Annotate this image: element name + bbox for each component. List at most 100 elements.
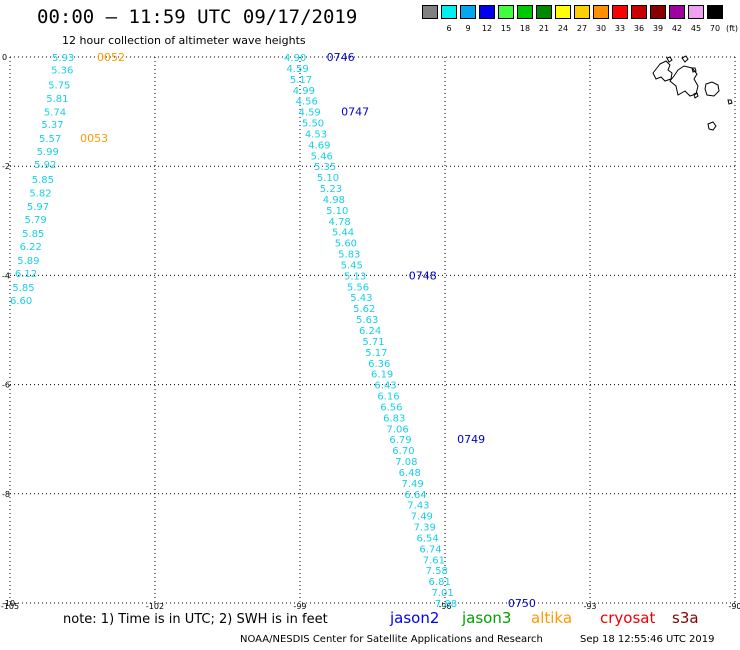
axis-ticks: 0 -2 -4 -6 -8 -10-105 -102 -99 -96 -93 -90 (1, 53, 740, 610)
galapagos-islands (652, 55, 733, 131)
swh-value: 5.17 (365, 348, 387, 359)
legend-label: 36 (633, 24, 645, 33)
lon-tick-label: -93 (583, 602, 596, 610)
island-outline (691, 67, 697, 73)
legend-swatch (669, 5, 685, 19)
legend-swatch (707, 5, 723, 19)
track-altika: 5.93 5.36 5.75 5.81 5.745.37 5.57 5.99 5.92 5.85… (10, 51, 125, 307)
legend-swatch (631, 5, 647, 19)
swh-value: 4.59 (286, 64, 308, 75)
swh-value: 6.70 (392, 446, 414, 457)
legend-swatch (593, 5, 609, 19)
island-outline (704, 81, 720, 97)
legend-swatch (498, 5, 514, 19)
legend-label: 21 (538, 24, 550, 33)
legend-swatch (422, 5, 438, 19)
swh-value: 7.01 (431, 588, 453, 599)
lat-tick-label: 0 (2, 53, 7, 62)
swh-value: 7.58 (426, 566, 448, 577)
swh-value: 6.48 (399, 468, 421, 479)
pass-time-label: 0748 (409, 269, 437, 282)
island-outline (666, 56, 673, 63)
legend-swatch (460, 5, 476, 19)
swh-value: 5.23 (320, 184, 342, 195)
swh-value: 6.74 (419, 544, 441, 555)
legend-swatch (650, 5, 666, 19)
swh-value: 5.85 (32, 175, 54, 186)
satellite-name-s3a: s3a (672, 609, 699, 627)
legend-label: 39 (652, 24, 664, 33)
altimeter-tracks: 5.93 5.36 5.75 5.81 5.745.37 5.57 5.99 5.92 5.85… (10, 51, 536, 610)
legend-label: 30 (595, 24, 607, 33)
lat-lon-grid (9, 56, 736, 604)
lat-tick-label: -4 (2, 271, 10, 280)
swh-value: 5.97 (27, 202, 49, 213)
swh-value: 5.50 (302, 119, 324, 130)
swh-value: 7.43 (407, 501, 429, 512)
legend-label: 12 (481, 24, 493, 33)
swh-value: 4.56 (296, 97, 318, 108)
footer-note: note: 1) Time is in UTC; 2) SWH is in fe… (63, 612, 328, 627)
legend-unit: (ft) (725, 24, 739, 33)
generated-timestamp: Sep 18 12:55:46 UTC 2019 (580, 634, 715, 645)
legend-swatch (441, 5, 457, 19)
lon-tick-label: -96 (438, 602, 451, 610)
swh-value: 5.79 (24, 215, 46, 226)
swh-value: 6.56 (380, 402, 402, 413)
pass-time-label: 0053 (80, 132, 108, 145)
legend-label: 24 (557, 24, 569, 33)
lat-tick-label: -8 (2, 490, 10, 499)
lon-tick-label: -105 (1, 602, 19, 610)
legend-swatch (555, 5, 571, 19)
swh-value: 6.12 (15, 269, 37, 280)
swh-value: 5.85 (22, 229, 44, 240)
swh-value: 7.06 (387, 424, 409, 435)
island-outline (727, 99, 733, 105)
legend-swatch (688, 5, 704, 19)
swh-value: 5.45 (341, 260, 363, 271)
pass-time-label: 0750 (508, 597, 536, 610)
island-outline (681, 55, 689, 63)
swh-value: 4.78 (329, 217, 351, 228)
swh-value: 4.98 (323, 195, 345, 206)
swh-value: 5.13 (344, 271, 366, 282)
swh-value: 5.81 (46, 94, 68, 105)
lat-tick-label: -6 (2, 381, 10, 390)
swh-value: 5.71 (362, 337, 384, 348)
legend-label: 9 (465, 24, 471, 33)
legend-label: 45 (690, 24, 702, 33)
pass-time-label: 0749 (457, 433, 485, 446)
swh-value: 5.63 (356, 315, 378, 326)
satellite-name-altika: altika (531, 609, 573, 627)
satellite-name-jason2: jason2 (390, 609, 440, 627)
swh-value: 5.10 (326, 206, 348, 217)
map-subtitle: 12 hour collection of altimeter wave hei… (62, 34, 306, 47)
swh-value: 5.93 (52, 53, 74, 64)
swh-value: 5.60 (335, 239, 357, 250)
swh-value: 5.37 (41, 120, 63, 131)
legend-label: 33 (614, 24, 626, 33)
legend-label: 27 (576, 24, 588, 33)
lon-tick-label: -90 (728, 602, 740, 610)
swh-value: 5.35 (314, 162, 336, 173)
island-outline (669, 65, 699, 97)
swh-value: 6.19 (371, 370, 393, 381)
legend-swatch (517, 5, 533, 19)
legend-swatch (574, 5, 590, 19)
swh-value: 6.16 (377, 392, 399, 403)
swh-value: 5.17 (290, 75, 312, 86)
swh-value: 5.74 (44, 108, 66, 119)
legend-swatch (479, 5, 495, 19)
swh-value: 6.79 (389, 435, 411, 446)
swh-value: 4.59 (299, 108, 321, 119)
wave-height-map: 0 -2 -4 -6 -8 -10-105 -102 -99 -96 -93 -90 5.93 5.3… (1, 51, 740, 610)
swh-value: 5.92 (34, 160, 56, 171)
swh-value: 6.43 (374, 381, 396, 392)
swh-value: 7.49 (401, 479, 423, 490)
legend-label: 15 (500, 24, 512, 33)
lon-tick-label: -99 (293, 602, 306, 610)
swh-value: 4.53 (305, 129, 327, 140)
track-jason2: 4.904.595.174.994.564.595.504.534.695.46… (284, 51, 536, 610)
swh-value: 7.39 (414, 523, 436, 534)
swh-value: 7.88 (435, 599, 457, 610)
